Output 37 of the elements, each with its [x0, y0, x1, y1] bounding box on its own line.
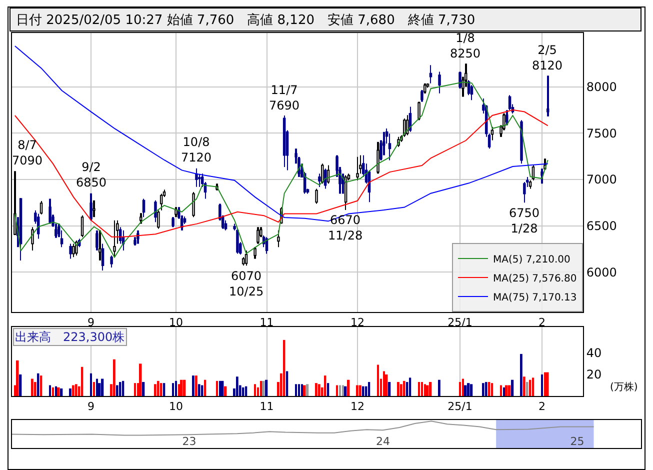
annotation: 6070 10/25	[229, 269, 264, 299]
x-tick-label: 2	[538, 316, 546, 330]
x-tick-label: 25	[570, 435, 584, 448]
annotation: 10/8 7120	[181, 135, 212, 165]
annotation: 6750 1/28	[509, 206, 540, 236]
x-tick-label: 10	[168, 400, 183, 414]
x-tick-label: 24	[376, 435, 390, 448]
x-tick-label: 25/1	[448, 316, 472, 330]
y-tick-label: 8000	[586, 80, 617, 94]
annotation: 2/5 8120	[532, 43, 563, 73]
chart-title: 日付 2025/02/05 10:27 始値 7,760 高値 8,120 安値 7,680 終値 7,730	[16, 12, 476, 28]
annotation: 11/7 7690	[269, 83, 300, 113]
annotation: 8/7 7090	[12, 138, 43, 168]
x-tick-label: 2	[538, 400, 546, 414]
annotation: 9/2 6850	[76, 160, 107, 190]
x-tick-label: 12	[350, 316, 365, 330]
legend-label: MA(5) 7,210.00	[493, 254, 570, 266]
y-tick-label: 7000	[586, 172, 617, 187]
y-tick-label: 20	[586, 368, 602, 382]
annotation: 6670 11/28	[328, 213, 363, 243]
x-tick-label: 11	[260, 316, 274, 330]
x-tick-label: 9	[88, 400, 95, 414]
legend-label: MA(75) 7,170.13	[493, 292, 577, 304]
y-tick-label: 40	[586, 346, 602, 360]
annotation: 1/8 8250	[450, 31, 481, 61]
x-tick-label: 25/1	[448, 400, 472, 414]
x-tick-label: 9	[88, 316, 95, 330]
y-tick-label: 7500	[586, 126, 617, 140]
x-tick-label: 23	[182, 435, 196, 448]
y-tick-label: 6500	[586, 219, 617, 233]
y-tick-label: 6000	[586, 265, 617, 280]
chart-title: 出来高 223,300株	[15, 330, 125, 344]
x-tick-label: 11	[260, 400, 274, 414]
x-tick-label: 12	[350, 400, 365, 414]
x-tick-label: 10	[168, 316, 183, 330]
y-axis-title: (万株)	[610, 381, 638, 393]
legend-label: MA(25) 7,576.80	[493, 273, 577, 284]
